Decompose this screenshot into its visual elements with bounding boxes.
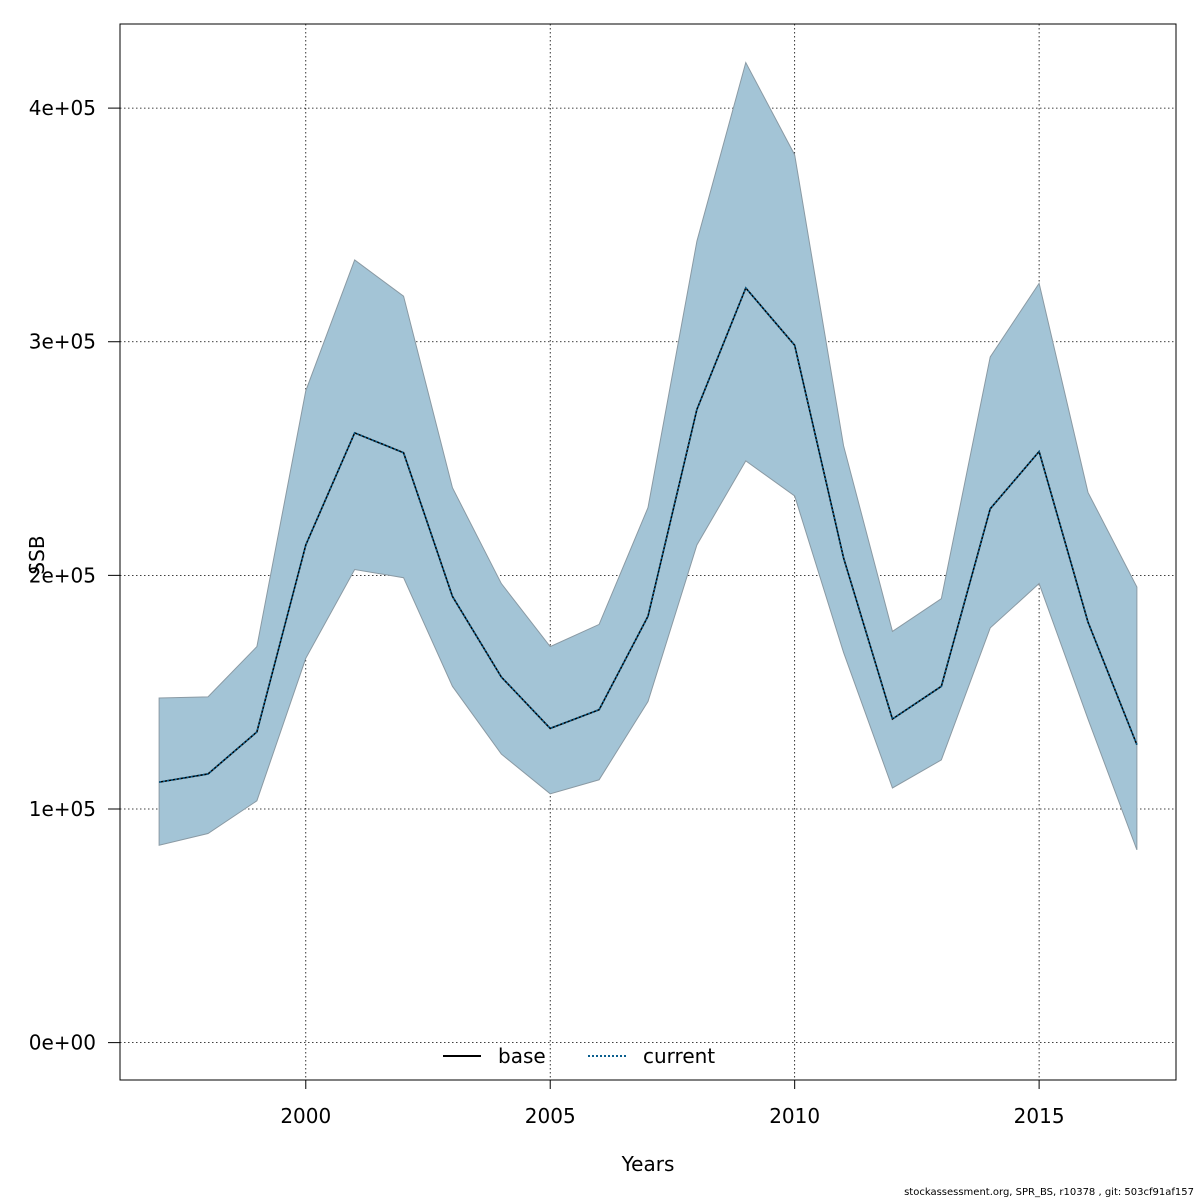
x-axis-title: Years [621,1152,675,1176]
x-axis: 2000 2005 2010 2015 [280,1080,1065,1128]
y-tick-label: 3e+05 [29,330,96,354]
x-tick-label: 2010 [769,1104,820,1128]
x-tick-label: 2005 [525,1104,576,1128]
footer-text: stockassessment.org, SPR_BS, r10378 , gi… [904,1187,1194,1198]
confidence-band-area [158,61,1138,851]
y-tick-label: 4e+05 [29,96,96,120]
y-tick-label: 0e+00 [29,1031,96,1055]
legend-label-current: current [643,1044,715,1068]
series-line-current [158,286,1138,783]
series-lines [158,286,1138,783]
y-tick-label: 1e+05 [29,797,96,821]
confidence-band [158,61,1138,851]
y-axis: 0e+00 1e+05 2e+05 3e+05 4e+05 [29,96,120,1055]
x-tick-label: 2000 [280,1104,331,1128]
y-axis-title: SSB [25,535,49,574]
y-tick-label: 2e+05 [29,563,96,587]
plot-frame [119,23,1177,1081]
x-tick-label: 2015 [1014,1104,1065,1128]
legend-label-base: base [498,1044,546,1068]
legend: base current [443,1044,715,1068]
